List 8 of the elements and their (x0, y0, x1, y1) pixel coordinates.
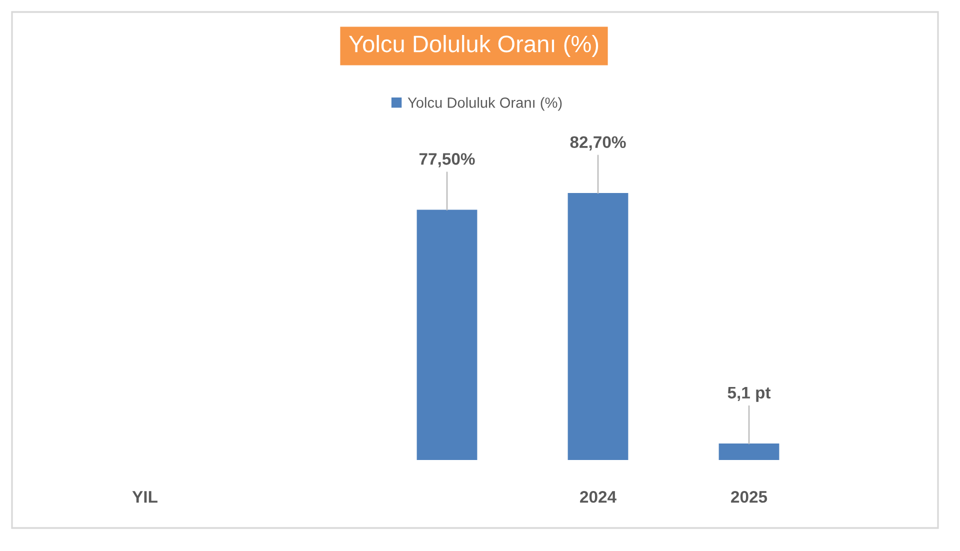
x-tick-label: YIL (132, 491, 158, 503)
data-label: 77,50% (419, 153, 475, 168)
legend-label: Yolcu Doluluk Oranı (%) (408, 97, 562, 111)
x-tick-label: 2024 (580, 490, 616, 503)
data-label: 82,70% (570, 136, 626, 150)
x-tick-label: 2025 (731, 490, 768, 503)
data-label: 5,1 pt (728, 386, 771, 402)
chart-title: Yolcu Doluluk Oranı (%) (348, 34, 598, 57)
